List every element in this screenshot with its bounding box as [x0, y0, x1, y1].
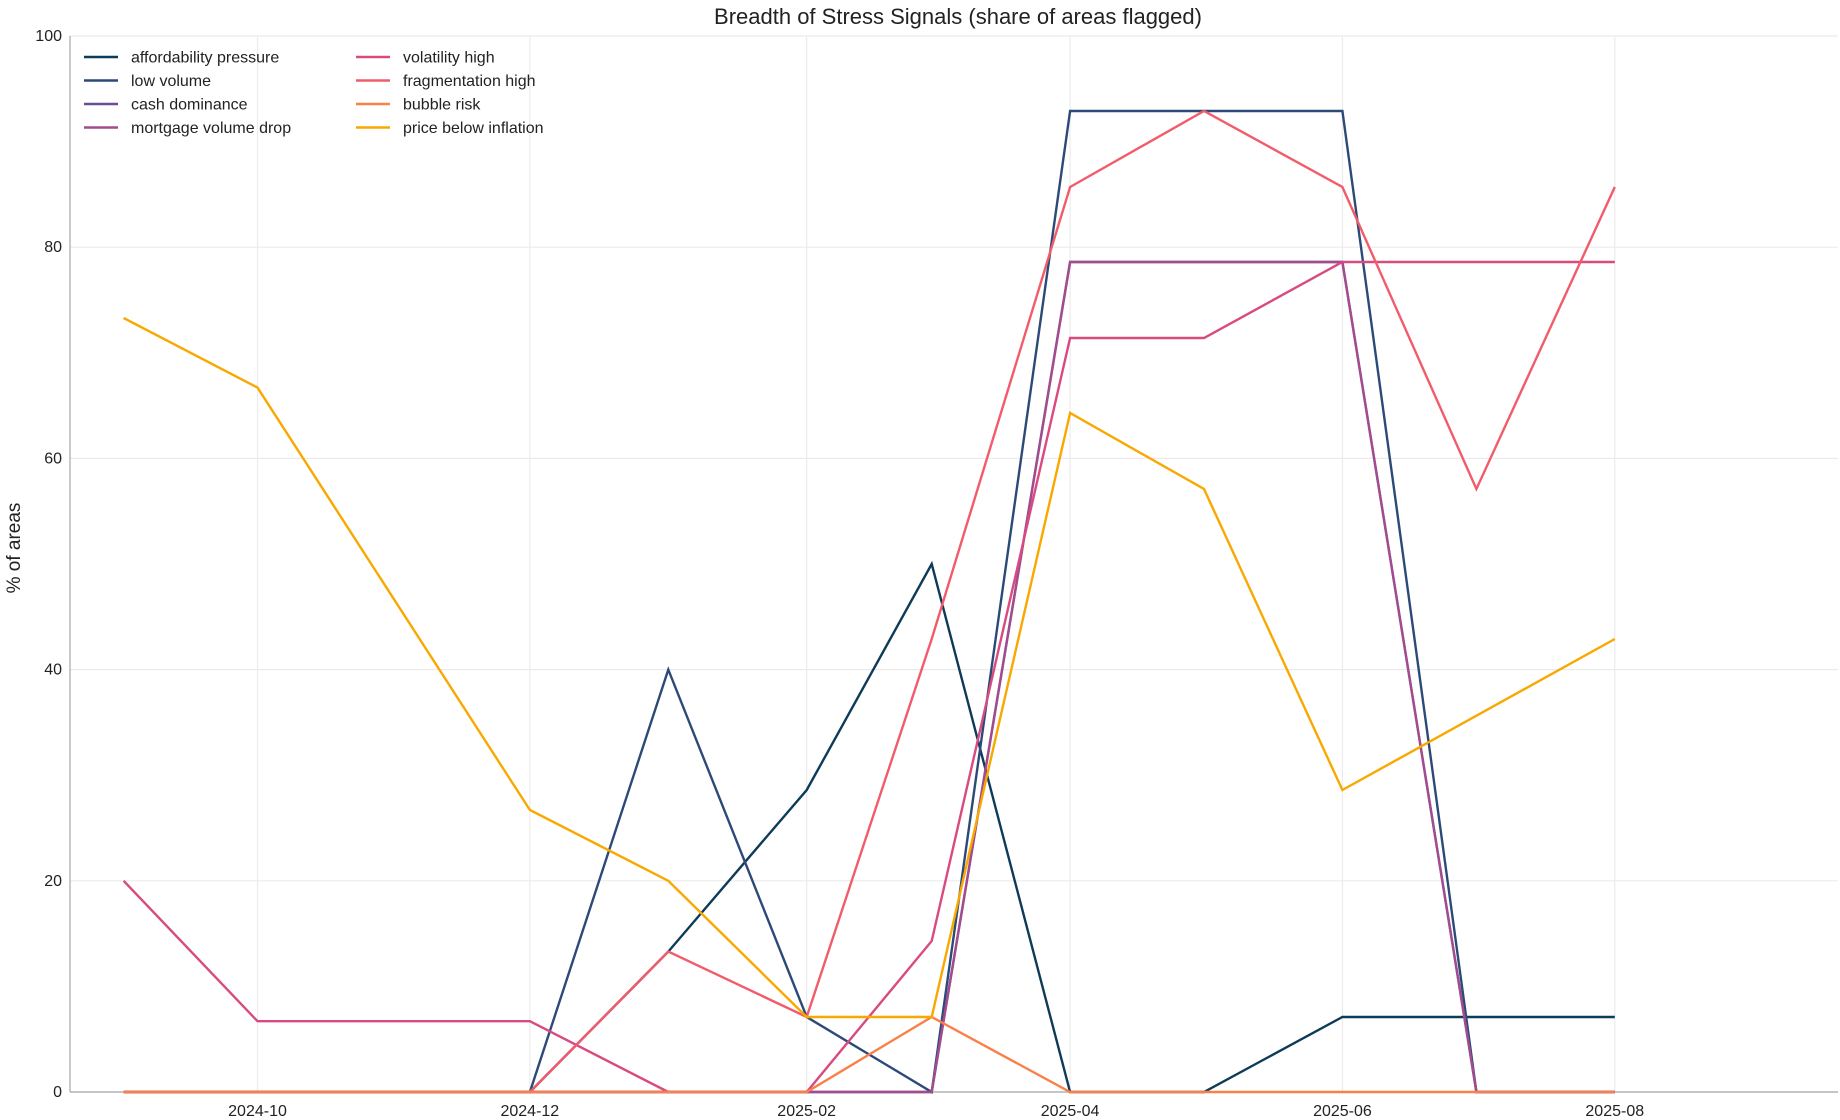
- legend-label-affordability-pressure: affordability pressure: [131, 50, 279, 67]
- x-tick-label: 2025-08: [1585, 1103, 1644, 1120]
- series-line-fragmentation-high: [123, 109, 1616, 1094]
- y-tick-label: 60: [44, 450, 62, 467]
- legend-label-fragmentation-high: fragmentation high: [403, 73, 536, 90]
- y-tick-label: 100: [35, 28, 62, 45]
- legend-label-volatility-high: volatility high: [403, 50, 495, 67]
- grid-layer: [70, 35, 1838, 1093]
- series-layer: [122, 109, 1616, 1094]
- legend-label-mortgage-volume-drop: mortgage volume drop: [131, 120, 291, 137]
- y-tick-label: 80: [44, 239, 62, 256]
- legend-label-low-volume: low volume: [131, 73, 211, 90]
- y-axis-label: % of areas: [4, 503, 25, 594]
- x-tick-label: 2025-02: [777, 1103, 836, 1120]
- legend-label-bubble-risk: bubble risk: [403, 97, 481, 114]
- y-tick-label: 40: [44, 662, 62, 679]
- y-tick-label: 0: [53, 1084, 62, 1101]
- chart-title: Breadth of Stress Signals (share of area…: [714, 4, 1202, 29]
- x-tick-label: 2025-04: [1041, 1103, 1100, 1120]
- series-line-price-below-inflation: [123, 316, 1616, 1019]
- legend-label-cash-dominance: cash dominance: [131, 97, 248, 114]
- series-line-bubble-risk: [123, 1015, 1615, 1094]
- axis-layer: 0 20 40 60 80 100 2024-10 2024-12 2025-02 2025-04…: [35, 28, 1838, 1120]
- y-tick-label: 20: [44, 873, 62, 890]
- x-tick-label: 2025-06: [1313, 1103, 1372, 1120]
- series-line-low-volume: [123, 109, 1615, 1094]
- x-tick-label: 2024-10: [228, 1103, 287, 1120]
- legend-label-price-below-inflation: price below inflation: [403, 120, 544, 137]
- x-tick-label: 2024-12: [500, 1103, 559, 1120]
- legend: affordability pressure low volume cash dom…: [84, 50, 544, 137]
